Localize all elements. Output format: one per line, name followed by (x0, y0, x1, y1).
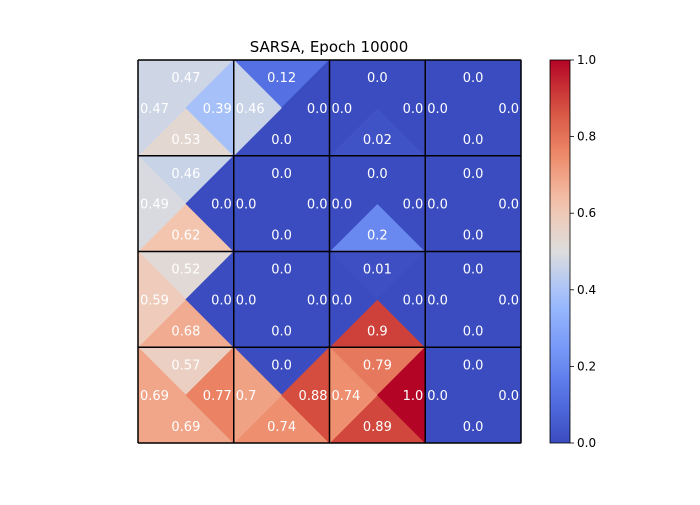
value-label-down: 0.0 (271, 133, 292, 148)
grid-cell: 0.520.59 0.0 0.68 (137, 250, 235, 348)
value-label-up: 0.46 (171, 167, 200, 182)
value-label-down: 0.0 (463, 133, 484, 148)
grid-cell: 0.46 0.49 0.0 0.62 (137, 155, 235, 253)
grid-cell: 0.0 0.0 0.0 0.0 (233, 155, 331, 253)
grid-cells: 0.470.47 0.390.530.120.46 0.00.00.00.0 0.00… (137, 59, 522, 444)
colorbar-tick-label: 0.0 (577, 436, 596, 450)
value-label-down: 0.0 (271, 229, 292, 244)
value-label-left: 0.0 (236, 293, 257, 308)
value-label-left: 0.59 (140, 293, 169, 308)
colorbar-tick-label: 0.2 (577, 359, 596, 373)
value-label-down: 0.0 (463, 324, 484, 339)
value-label-up: 0.0 (271, 167, 292, 182)
grid-cell: 0.12 0.46 0.0 0.0 (233, 59, 331, 157)
value-label-up: 0.0 (271, 263, 292, 278)
chart-title: SARSA, Epoch 10000 (250, 38, 409, 56)
value-label-down: 0.69 (171, 420, 200, 435)
value-label-up: 0.52 (171, 263, 200, 278)
value-label-down: 0.0 (271, 324, 292, 339)
grid-cell: 0.79 0.74 1.0 0.89 (328, 346, 426, 444)
value-label-right: 0.88 (299, 389, 328, 404)
value-label-left: 0.47 (140, 102, 169, 117)
grid-cell: 0.0 0.7 0.88 0.74 (233, 346, 331, 444)
value-label-right: 0.0 (498, 102, 519, 117)
value-label-left: 0.0 (332, 198, 353, 213)
value-label-up: 0.0 (463, 71, 484, 86)
value-label-right: 0.0 (403, 198, 424, 213)
value-label-right: 0.0 (403, 102, 424, 117)
grid-cell: 0.0 0.0 0.0 0.0 (233, 250, 331, 348)
value-label-right: 0.39 (203, 102, 232, 117)
value-label-left: 0.0 (427, 293, 448, 308)
colorbar-tick-label: 1.0 (577, 53, 596, 67)
value-label-right: 0.0 (498, 389, 519, 404)
value-label-left: 0.0 (332, 102, 353, 117)
grid-cell: 0.0 0.0 0.0 0.0 (424, 155, 522, 253)
colorbar-gradient (550, 60, 570, 443)
value-label-left: 0.74 (332, 389, 361, 404)
grid-cell: 0.0 0.0 0.0 0.02 (328, 59, 426, 157)
value-label-down: 0.0 (463, 420, 484, 435)
colorbar-tick-label: 0.6 (577, 206, 596, 220)
value-label-right: 0.0 (498, 293, 519, 308)
value-label-up: 0.47 (171, 71, 200, 86)
grid-cell: 0.57 0.69 0.77 0.69 (137, 346, 235, 444)
value-label-right: 1.0 (403, 389, 424, 404)
value-label-down: 0.0 (463, 229, 484, 244)
value-label-right: 0.77 (203, 389, 232, 404)
value-label-left: 0.0 (427, 198, 448, 213)
value-label-up: 0.79 (363, 358, 392, 373)
value-label-right: 0.0 (307, 102, 328, 117)
value-label-left: 0.0 (332, 293, 353, 308)
value-label-down: 0.62 (171, 229, 200, 244)
colorbar-tick-label: 0.8 (577, 130, 596, 144)
value-label-left: 0.0 (427, 102, 448, 117)
value-label-down: 0.53 (171, 133, 200, 148)
value-label-left: 0.49 (140, 198, 169, 213)
value-label-up: 0.0 (271, 358, 292, 373)
value-label-right: 0.0 (498, 198, 519, 213)
value-label-up: 0.57 (171, 358, 200, 373)
colorbar-frame (549, 59, 571, 444)
value-label-right: 0.0 (211, 198, 232, 213)
grid-lines (137, 59, 522, 444)
value-label-left: 0.0 (236, 198, 257, 213)
value-label-left: 0.69 (140, 389, 169, 404)
value-label-up: 0.0 (367, 167, 388, 182)
grid-cell: 0.01 0.0 0.0 0.9 (328, 250, 426, 348)
value-label-up: 0.0 (367, 71, 388, 86)
grid-cell: 0.0 0.0 0.0 0.0 (424, 250, 522, 348)
value-label-right: 0.0 (307, 293, 328, 308)
value-label-down: 0.02 (363, 133, 392, 148)
value-label-up: 0.0 (463, 358, 484, 373)
value-label-left: 0.46 (236, 102, 265, 117)
value-label-right: 0.0 (211, 293, 232, 308)
value-label-up: 0.12 (267, 71, 296, 86)
grid-cell: 0.47 0.47 0.39 0.53 (137, 59, 235, 157)
grid-cell: 0.0 0.0 0.0 0.2 (328, 155, 426, 253)
value-label-right: 0.0 (307, 198, 328, 213)
colorbar-tick-label: 0.4 (577, 283, 596, 297)
value-label-down: 0.68 (171, 324, 200, 339)
value-label-up: 0.0 (463, 263, 484, 278)
value-label-down: 0.9 (367, 324, 388, 339)
colorbar: 0.0 0.2 0.4 0.6 0.8 1.0 (549, 53, 596, 450)
value-label-up: 0.01 (363, 263, 392, 278)
value-label-down: 0.2 (367, 229, 388, 244)
value-label-up: 0.0 (463, 167, 484, 182)
value-label-left: 0.0 (427, 389, 448, 404)
value-label-left: 0.7 (236, 389, 257, 404)
value-label-right: 0.0 (403, 293, 424, 308)
value-label-down: 0.89 (363, 420, 392, 435)
grid-cell: 0.0 0.0 0.0 0.0 (424, 346, 522, 444)
value-label-down: 0.74 (267, 420, 296, 435)
grid-cell: 0.0 0.0 0.0 0.0 (424, 59, 522, 157)
